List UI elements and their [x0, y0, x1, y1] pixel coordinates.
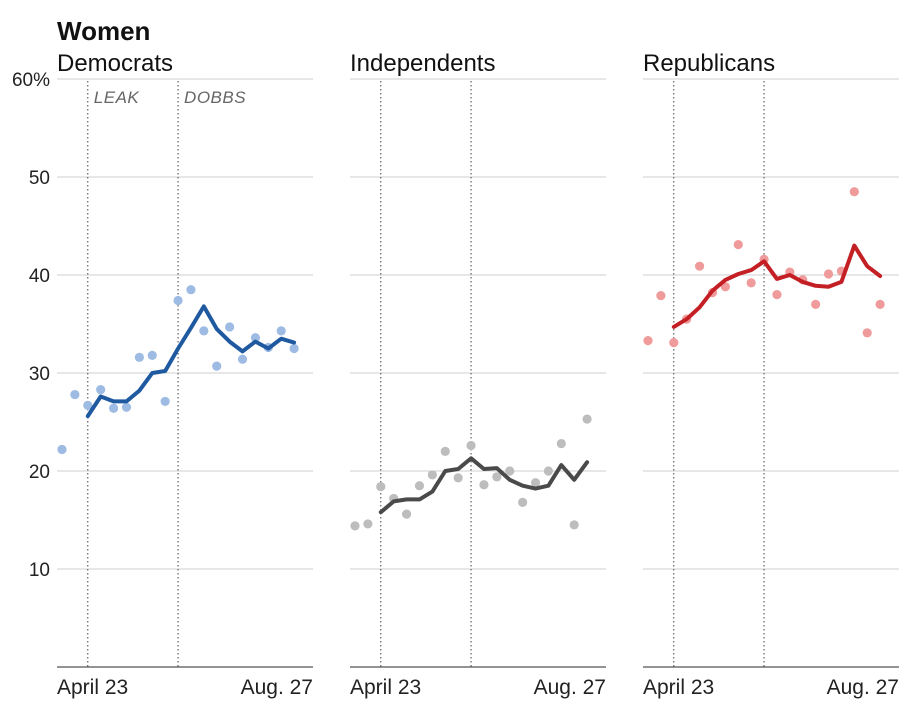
data-point [96, 385, 106, 395]
data-point [289, 343, 299, 354]
data-point [772, 290, 782, 300]
panel-title: Independents [350, 50, 495, 77]
panel-democrats: LEAK DOBBS Democrats April 23 Aug. 27 [57, 50, 313, 699]
y-tick-label: 30 [29, 364, 50, 385]
trend-line [671, 243, 883, 329]
data-point [57, 444, 67, 455]
data-point [453, 473, 463, 483]
data-point [862, 328, 872, 338]
event-label-dobbs: DOBBS [184, 88, 246, 107]
data-point [492, 472, 502, 482]
data-point [250, 333, 261, 343]
data-point [83, 400, 93, 410]
data-point [582, 414, 592, 424]
data-point [350, 521, 360, 531]
data-point [376, 482, 386, 492]
y-tick-label: 40 [29, 266, 50, 287]
data-point [70, 389, 80, 400]
data-point [134, 352, 144, 362]
x-tick-label: Aug. 27 [241, 676, 313, 699]
data-point [669, 338, 679, 348]
data-point [237, 354, 248, 364]
data-point [147, 350, 157, 360]
y-tick-label: 20 [29, 462, 50, 483]
data-point [643, 336, 653, 346]
data-point [811, 299, 821, 309]
data-point [849, 187, 859, 197]
data-point [199, 326, 209, 336]
data-point [121, 402, 132, 412]
data-point [530, 478, 541, 488]
panel-independents: Independents April 23 Aug. 27 [350, 50, 606, 699]
data-point [505, 466, 515, 476]
x-tick-label: April 23 [643, 676, 714, 699]
data-point [212, 361, 222, 371]
data-point [569, 520, 579, 530]
x-tick-label: Aug. 27 [534, 676, 606, 699]
trend-line [378, 456, 590, 515]
data-point [479, 480, 489, 490]
chart-title: Women [57, 16, 150, 46]
data-point [414, 481, 425, 491]
data-point [543, 466, 554, 476]
data-point [875, 299, 885, 309]
data-point [225, 322, 235, 332]
data-point [108, 403, 119, 413]
data-point [556, 438, 566, 449]
data-point [401, 509, 412, 519]
event-label-leak: LEAK [94, 88, 140, 107]
data-point [656, 290, 666, 301]
y-tick-label: 10 [29, 560, 50, 581]
x-tick-label: April 23 [57, 676, 128, 699]
data-point [694, 261, 705, 271]
data-point [363, 519, 373, 529]
x-tick-label: Aug. 27 [827, 676, 899, 699]
x-tick-label: April 23 [350, 676, 421, 699]
data-point [160, 396, 170, 407]
data-point [173, 295, 183, 306]
data-point [466, 440, 476, 451]
panel-republicans: Republicans April 23 Aug. 27 [643, 50, 899, 699]
data-point [733, 240, 743, 250]
data-point [440, 446, 450, 456]
data-point [427, 470, 437, 480]
data-point [518, 497, 528, 507]
data-point [186, 285, 196, 295]
y-tick-label: 60% [12, 70, 50, 91]
trend-line [85, 304, 297, 419]
y-tick-label: 50 [29, 168, 50, 189]
data-point [823, 269, 834, 279]
panel-title: Democrats [57, 50, 173, 77]
panel-title: Republicans [643, 50, 775, 77]
data-point [276, 326, 286, 336]
data-point [746, 278, 756, 288]
